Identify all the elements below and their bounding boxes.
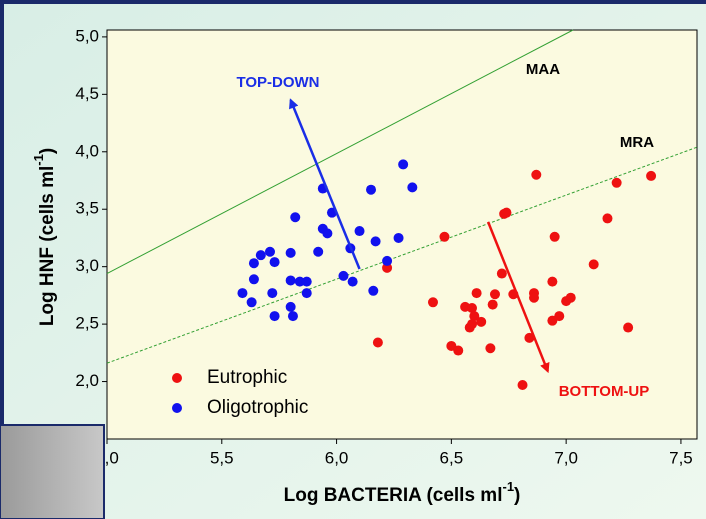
y-tick-label: 3,0 <box>75 256 99 275</box>
point <box>248 274 259 285</box>
point <box>393 232 404 243</box>
y-tick-label: 5,0 <box>75 26 99 45</box>
y-tick-label: 2,0 <box>75 371 99 390</box>
point <box>554 311 565 322</box>
point <box>322 228 333 239</box>
point <box>487 299 498 310</box>
point <box>370 236 381 247</box>
y-axis-title: Log HNF (cells ml-1) <box>31 148 58 326</box>
x-axis-title-suffix: ) <box>514 485 520 506</box>
x-axis-title-sup: -1 <box>502 479 514 494</box>
point <box>248 258 259 269</box>
point <box>264 246 275 257</box>
point <box>623 322 634 333</box>
point <box>382 255 393 266</box>
reference-line-label: MRA <box>620 134 654 151</box>
x-tick-label: 6,5 <box>440 448 464 467</box>
point <box>531 169 542 180</box>
arrow <box>486 221 550 374</box>
point <box>290 212 301 223</box>
point <box>269 311 280 322</box>
point <box>285 247 296 258</box>
point <box>467 303 478 314</box>
point <box>453 345 464 356</box>
x-tick-label: 7,5 <box>669 448 693 467</box>
point <box>269 257 280 268</box>
point <box>285 301 296 312</box>
point <box>366 184 377 195</box>
point <box>287 311 298 322</box>
x-tick-label: 7,0 <box>554 448 578 467</box>
point <box>611 177 622 188</box>
arrow <box>289 98 361 270</box>
legend-label: Eutrophic <box>207 367 287 388</box>
legend-label: Oligotrophic <box>207 397 308 418</box>
point <box>489 289 500 300</box>
point <box>301 276 312 287</box>
point <box>255 250 266 261</box>
y-axis-title-text: Log HNF (cells ml <box>37 166 58 326</box>
x-tick-label: 5,5 <box>210 448 234 467</box>
point <box>529 292 540 303</box>
overlay-box <box>0 424 105 519</box>
y-tick-label: 2,5 <box>75 314 99 333</box>
point <box>354 226 365 237</box>
point <box>398 159 409 170</box>
point <box>294 276 305 287</box>
arrow-label: TOP-DOWN <box>236 74 319 91</box>
point <box>588 259 599 270</box>
reference-line <box>106 29 574 275</box>
point <box>501 207 512 218</box>
point <box>476 316 487 327</box>
point <box>524 332 535 343</box>
point <box>407 182 418 193</box>
point <box>467 319 478 330</box>
point <box>285 275 296 286</box>
point <box>368 285 379 296</box>
point <box>496 268 507 279</box>
reference-line-label: MAA <box>526 61 560 78</box>
point <box>427 297 438 308</box>
legend-marker <box>172 373 182 383</box>
arrow-label: BOTTOM-UP <box>559 383 650 400</box>
x-tick-label: 6,0 <box>325 448 349 467</box>
point <box>347 276 358 287</box>
y-tick-label: 4,0 <box>75 141 99 160</box>
y-axis-title-sup: -1 <box>31 154 46 166</box>
point <box>267 288 278 299</box>
x-axis-title-text: Log BACTERIA (cells ml <box>284 485 503 506</box>
point <box>547 276 558 287</box>
point <box>439 231 450 242</box>
point <box>565 292 576 303</box>
point <box>382 262 393 273</box>
point <box>313 246 324 257</box>
point <box>517 380 528 391</box>
point <box>602 213 613 224</box>
point <box>246 297 257 308</box>
point <box>549 231 560 242</box>
point <box>237 288 248 299</box>
point <box>338 270 349 281</box>
point <box>485 343 496 354</box>
legend-marker <box>172 403 182 413</box>
point <box>646 170 657 181</box>
y-tick-label: 3,5 <box>75 199 99 218</box>
point <box>469 311 480 322</box>
y-tick-label: 4,5 <box>75 84 99 103</box>
point <box>471 288 482 299</box>
point <box>301 288 312 299</box>
x-axis-title: Log BACTERIA (cells ml-1) <box>284 479 521 506</box>
y-axis-title-suffix: ) <box>37 148 58 154</box>
point <box>372 337 383 348</box>
